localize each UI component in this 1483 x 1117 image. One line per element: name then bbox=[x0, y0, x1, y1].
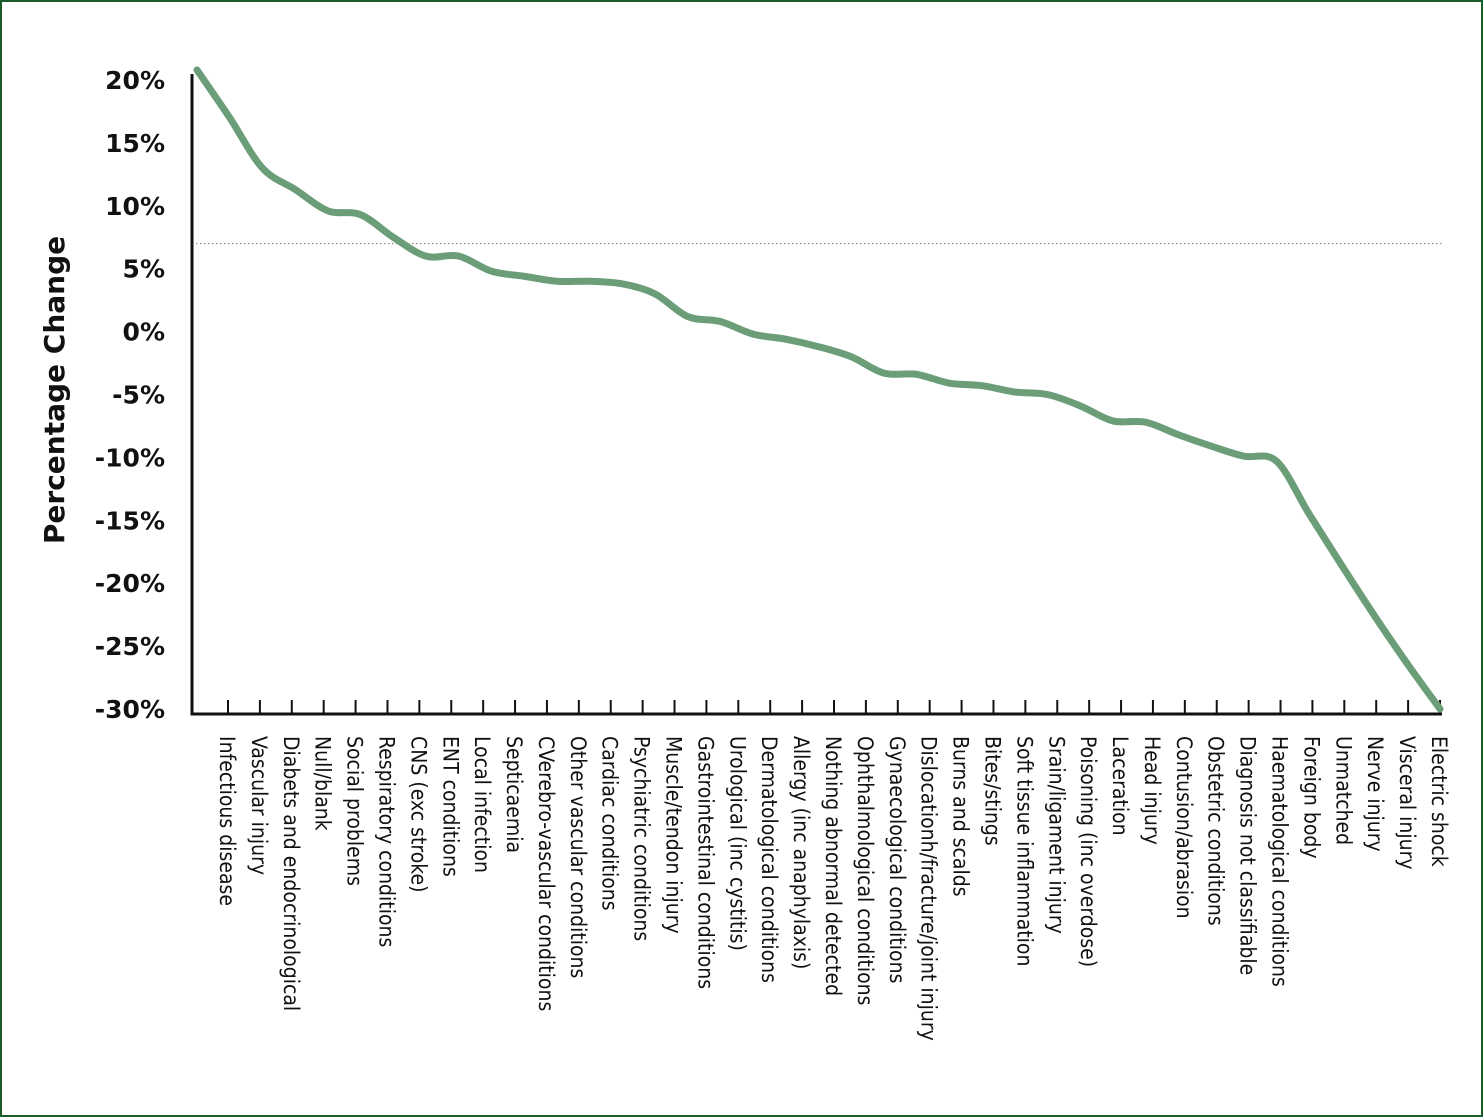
x-category-label: Laceration bbox=[1108, 736, 1132, 836]
x-category-label: Social problems bbox=[343, 736, 367, 886]
x-category-label: Nerve injury bbox=[1363, 736, 1387, 852]
y-axis-title: Percentage Change bbox=[38, 236, 71, 544]
x-category-label: Ophthalmological conditions bbox=[853, 736, 877, 1005]
x-category-label: Unmatched bbox=[1331, 736, 1355, 845]
x-category-label: Infectious disease bbox=[215, 736, 239, 906]
y-tick-label: -30% bbox=[95, 695, 165, 724]
x-category-label: Soft tissue inflammation bbox=[1012, 736, 1036, 966]
y-tick-label: 15% bbox=[105, 129, 165, 158]
x-category-label: Poisoning (inc overdose) bbox=[1076, 736, 1100, 967]
y-tick-label: -15% bbox=[95, 506, 165, 535]
x-category-label: Cardiac conditions bbox=[598, 736, 622, 911]
y-tick-label: 10% bbox=[105, 192, 165, 221]
y-tick-label: -25% bbox=[95, 632, 165, 661]
y-tick-label: 5% bbox=[123, 255, 165, 284]
x-category-label: Muscle/tendon injury bbox=[662, 736, 686, 934]
x-category-label: Gynaecological conditions bbox=[885, 736, 909, 983]
x-category-label: Obstetric conditions bbox=[1204, 736, 1228, 926]
x-category-label: Diabets and endocrinological bbox=[279, 736, 303, 1011]
x-category-label: Bites/stings bbox=[980, 736, 1004, 846]
x-category-label: Haematological conditions bbox=[1268, 736, 1292, 987]
x-category-label: Septicaemia bbox=[502, 736, 526, 853]
x-category-label: Srain/ligament injury bbox=[1044, 736, 1068, 934]
y-tick-label: 20% bbox=[105, 66, 165, 95]
y-tick-label: -10% bbox=[95, 443, 165, 472]
y-tick-label: -20% bbox=[95, 569, 165, 598]
x-category-label: Foreign body bbox=[1299, 736, 1323, 859]
x-category-label: CNS (exc stroke) bbox=[406, 736, 430, 892]
x-category-label: Urological (inc cystitis) bbox=[725, 736, 749, 951]
x-category-label: Nothing abnormal detected bbox=[821, 736, 845, 996]
x-category-label: Contusion/abrasion bbox=[1172, 736, 1196, 919]
series-line bbox=[193, 66, 1444, 713]
x-category-label: Burns and scalds bbox=[949, 736, 973, 897]
x-category-label: Null/blank bbox=[311, 736, 335, 831]
x-category-label: Dermatological conditions bbox=[757, 736, 781, 983]
y-tick-label: 0% bbox=[123, 318, 165, 347]
x-category-label: Other vascular conditions bbox=[566, 736, 590, 978]
x-category-label: Gastrointestinal conditions bbox=[693, 736, 717, 989]
y-tick-label: -5% bbox=[112, 381, 165, 410]
x-category-label: Local infection bbox=[470, 736, 494, 873]
x-category-label: Vascular injury bbox=[247, 736, 271, 875]
x-category-label: Psychiatric conditions bbox=[630, 736, 654, 941]
x-category-label: Electric shock bbox=[1427, 736, 1451, 867]
x-category-label: Visceral injury bbox=[1395, 736, 1419, 870]
x-category-label: Allergy (inc anaphylaxis) bbox=[789, 736, 813, 969]
x-category-label: Dislocationh/fracture/joint injury bbox=[917, 736, 941, 1041]
x-category-label: Respiratory conditions bbox=[374, 736, 398, 947]
x-category-label: Diagnosis not classifiable bbox=[1236, 736, 1260, 975]
x-category-label: ENT conditions bbox=[438, 736, 462, 877]
x-category-label: CVerebro-vascular conditions bbox=[534, 736, 558, 1011]
x-category-label: Head injury bbox=[1140, 736, 1164, 845]
